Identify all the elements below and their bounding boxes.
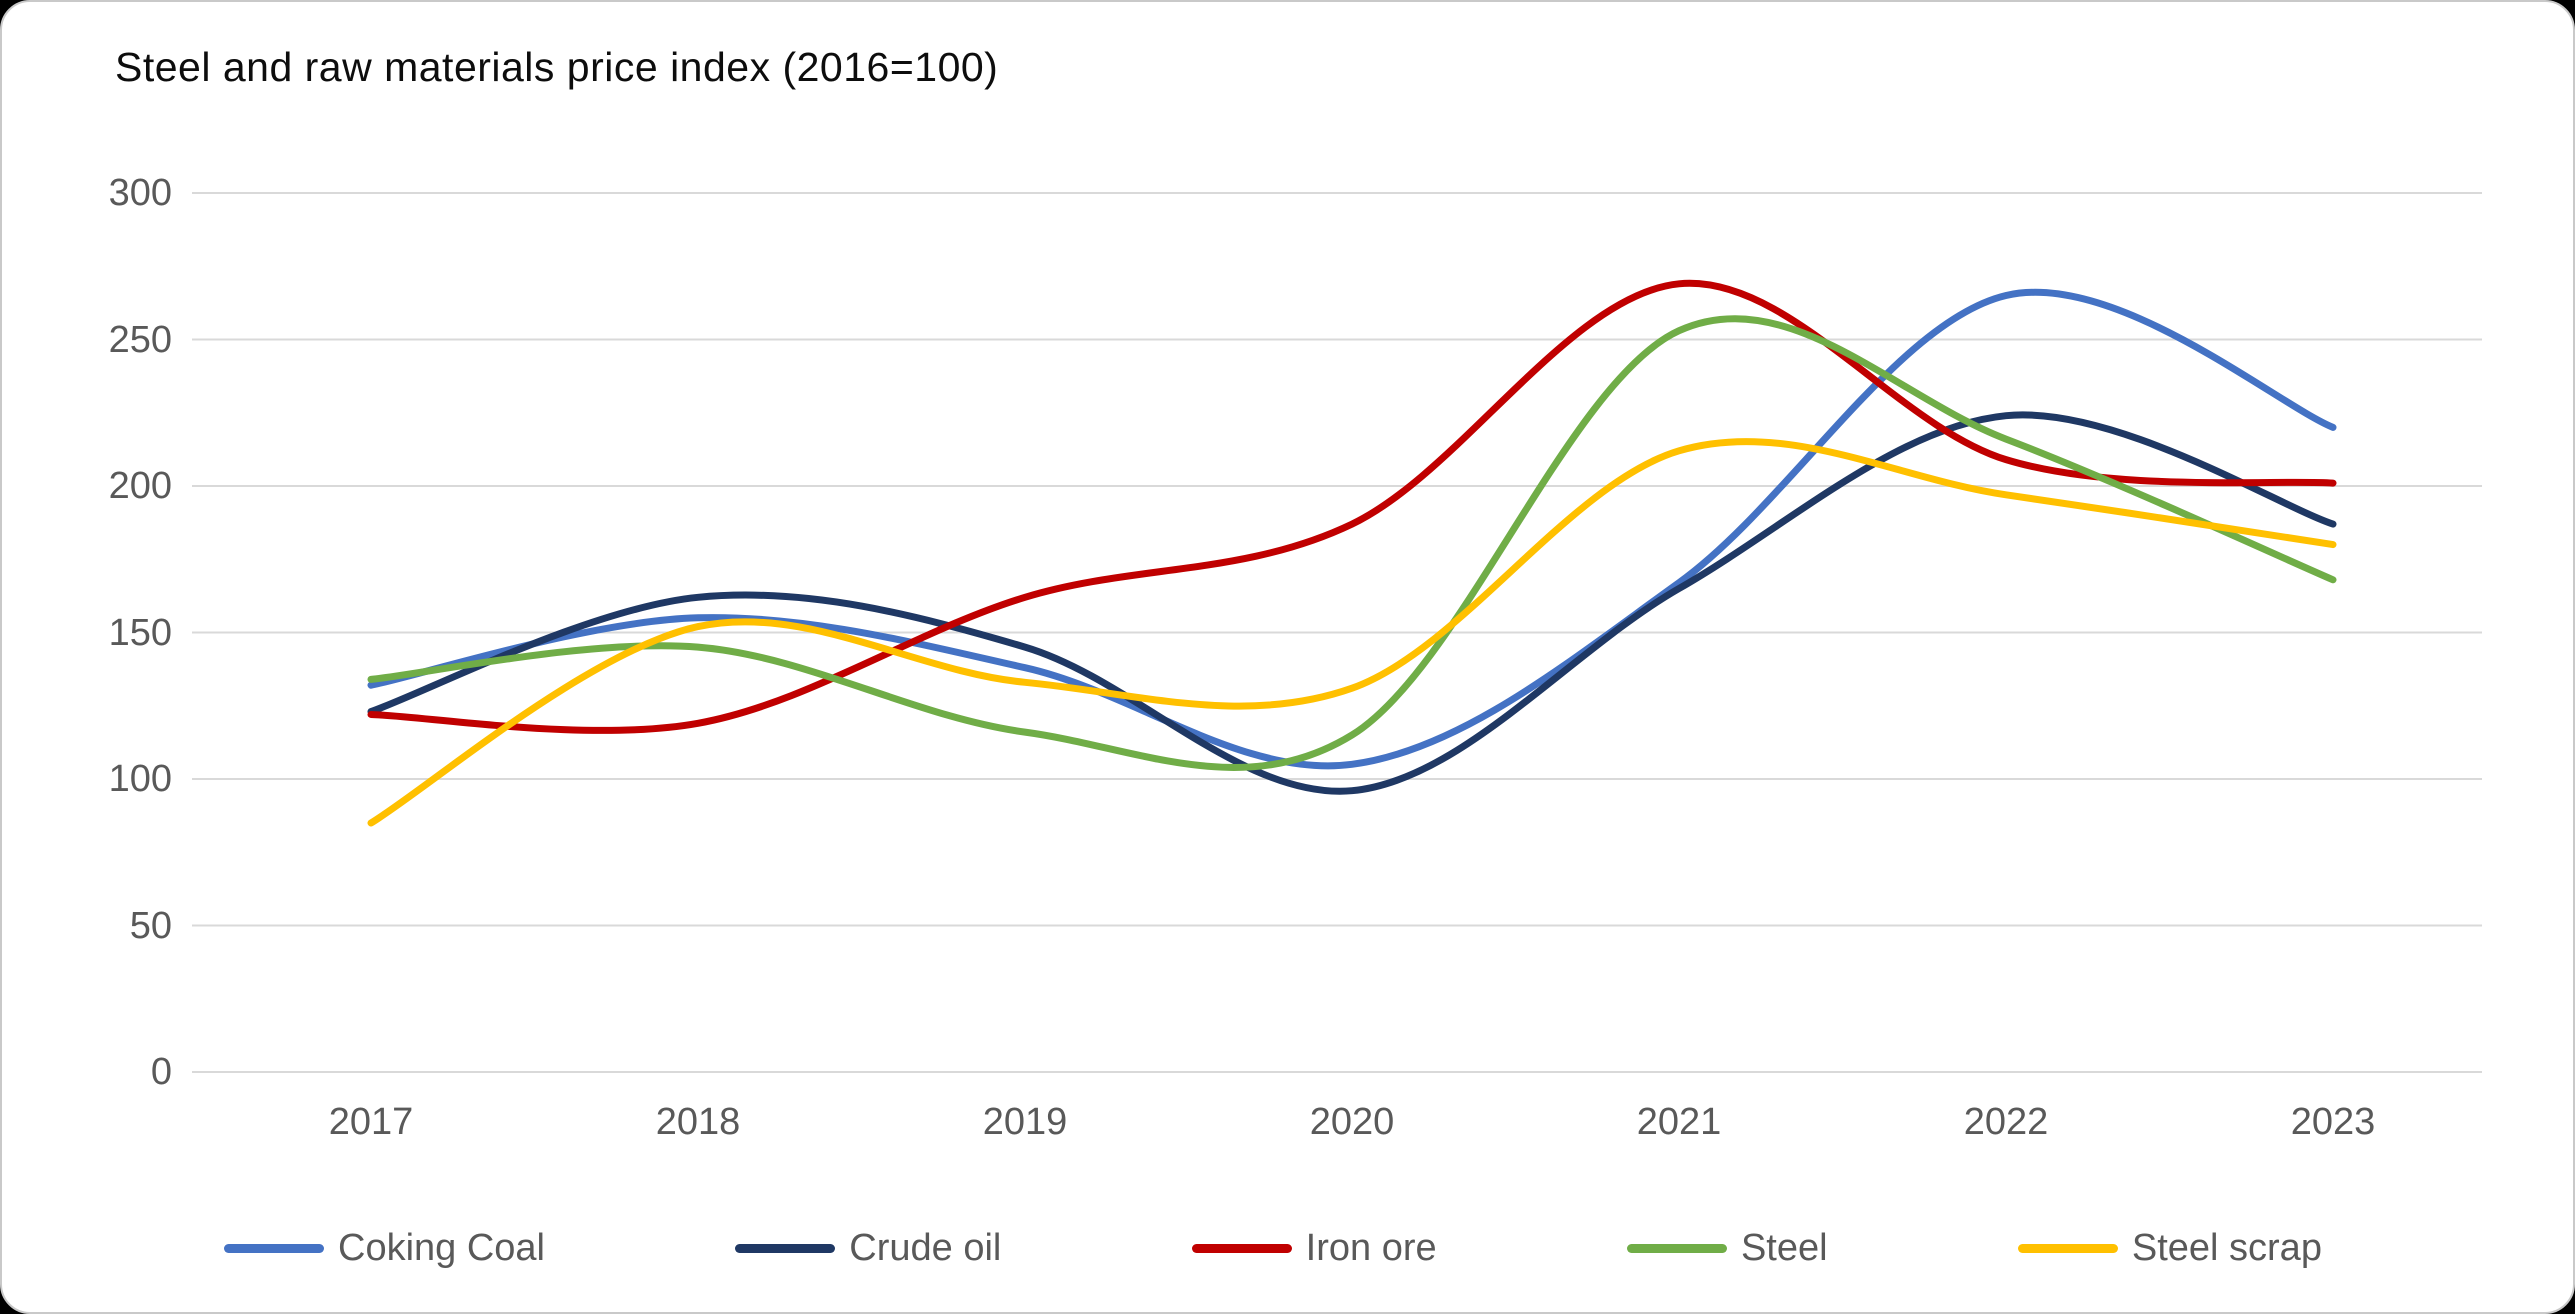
y-tick-0: 0	[150, 1051, 172, 1093]
x-tick-2019: 2019	[982, 1101, 1068, 1143]
series-line-coking-coal	[367, 288, 2337, 770]
legend-label-coking-coal: Coking Coal	[338, 1226, 545, 1269]
y-tick-50: 50	[129, 905, 172, 947]
chart-title: Steel and raw materials price index (201…	[115, 44, 999, 90]
series-line-iron-ore	[367, 279, 2337, 734]
legend-swatch-steel-icon	[1626, 1243, 1727, 1253]
legend-item-crude-oil: Crude oil	[735, 1227, 1001, 1270]
legend-label-iron-ore: Iron ore	[1305, 1226, 1437, 1269]
legend-label-steel-scrap: Steel scrap	[2131, 1226, 2322, 1269]
y-tick-250: 250	[108, 319, 172, 361]
x-tick-2023: 2023	[2290, 1101, 2376, 1143]
x-tick-2021: 2021	[1636, 1101, 1722, 1143]
legend-swatch-crude-oil-icon	[735, 1243, 836, 1253]
x-tick-2022: 2022	[1963, 1101, 2049, 1143]
legend-label-crude-oil: Crude oil	[849, 1226, 1002, 1269]
legend-swatch-coking-coal-icon	[224, 1243, 324, 1253]
series-line-steel	[367, 315, 2337, 771]
series-line-crude-oil	[367, 411, 2337, 795]
legend: Coking Coal Crude oil Iron ore Steel Ste…	[224, 1216, 2322, 1280]
y-tick-150: 150	[108, 612, 172, 654]
legend-swatch-steel-scrap-icon	[2017, 1243, 2118, 1253]
x-tick-2020: 2020	[1309, 1101, 1395, 1143]
legend-label-steel: Steel	[1740, 1226, 1828, 1269]
x-tick-2017: 2017	[328, 1101, 414, 1143]
legend-item-steel-scrap: Steel scrap	[2017, 1226, 2322, 1270]
series-line-steel-scrap	[367, 438, 2337, 827]
y-tick-200: 200	[108, 465, 172, 507]
legend-item-steel: Steel	[1626, 1226, 1828, 1270]
legend-item-iron-ore: Iron ore	[1191, 1226, 1437, 1270]
y-tick-100: 100	[108, 758, 172, 800]
legend-swatch-iron-ore-icon	[1191, 1243, 1292, 1253]
legend-item-coking-coal: Coking Coal	[224, 1227, 545, 1270]
x-tick-2018: 2018	[655, 1101, 741, 1143]
y-tick-300: 300	[108, 172, 172, 214]
